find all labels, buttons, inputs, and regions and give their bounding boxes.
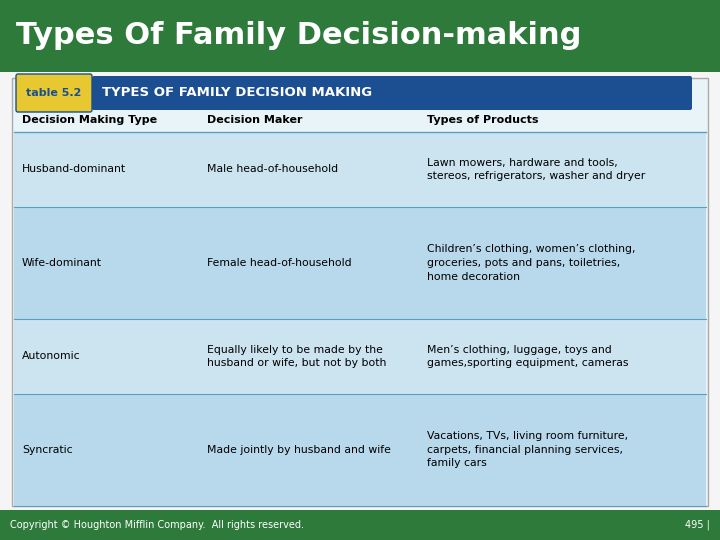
Text: Types Of Family Decision-making: Types Of Family Decision-making bbox=[16, 22, 581, 51]
FancyBboxPatch shape bbox=[92, 76, 692, 110]
Bar bbox=[0, 510, 720, 540]
Text: Children’s clothing, women’s clothing,
groceries, pots and pans, toiletries,
hom: Children’s clothing, women’s clothing, g… bbox=[427, 244, 636, 281]
Text: Male head-of-household: Male head-of-household bbox=[207, 164, 338, 174]
Text: table 5.2: table 5.2 bbox=[27, 88, 81, 98]
Text: Vacations, TVs, living room furniture,
carpets, financial planning services,
fam: Vacations, TVs, living room furniture, c… bbox=[427, 431, 628, 469]
Text: Types of Products: Types of Products bbox=[427, 115, 539, 125]
Bar bbox=[14, 207, 706, 319]
Text: Equally likely to be made by the
husband or wife, but not by both: Equally likely to be made by the husband… bbox=[207, 345, 387, 368]
Bar bbox=[14, 132, 706, 207]
Text: Men’s clothing, luggage, toys and
games,sporting equipment, cameras: Men’s clothing, luggage, toys and games,… bbox=[427, 345, 629, 368]
Bar bbox=[14, 394, 706, 506]
Bar bbox=[0, 0, 720, 72]
Text: Female head-of-household: Female head-of-household bbox=[207, 258, 351, 268]
Text: Husband-dominant: Husband-dominant bbox=[22, 164, 126, 174]
Bar bbox=[14, 319, 706, 394]
Text: Copyright © Houghton Mifflin Company.  All rights reserved.: Copyright © Houghton Mifflin Company. Al… bbox=[10, 520, 304, 530]
Text: Lawn mowers, hardware and tools,
stereos, refrigerators, washer and dryer: Lawn mowers, hardware and tools, stereos… bbox=[427, 158, 645, 181]
Text: Autonomic: Autonomic bbox=[22, 352, 81, 361]
Text: 495 |: 495 | bbox=[685, 519, 710, 530]
Text: TYPES OF FAMILY DECISION MAKING: TYPES OF FAMILY DECISION MAKING bbox=[102, 86, 372, 99]
Text: Decision Maker: Decision Maker bbox=[207, 115, 302, 125]
Bar bbox=[12, 78, 708, 506]
Text: Decision Making Type: Decision Making Type bbox=[22, 115, 157, 125]
Text: Syncratic: Syncratic bbox=[22, 445, 73, 455]
Text: Wife-dominant: Wife-dominant bbox=[22, 258, 102, 268]
FancyBboxPatch shape bbox=[16, 74, 92, 112]
Text: Made jointly by husband and wife: Made jointly by husband and wife bbox=[207, 445, 391, 455]
